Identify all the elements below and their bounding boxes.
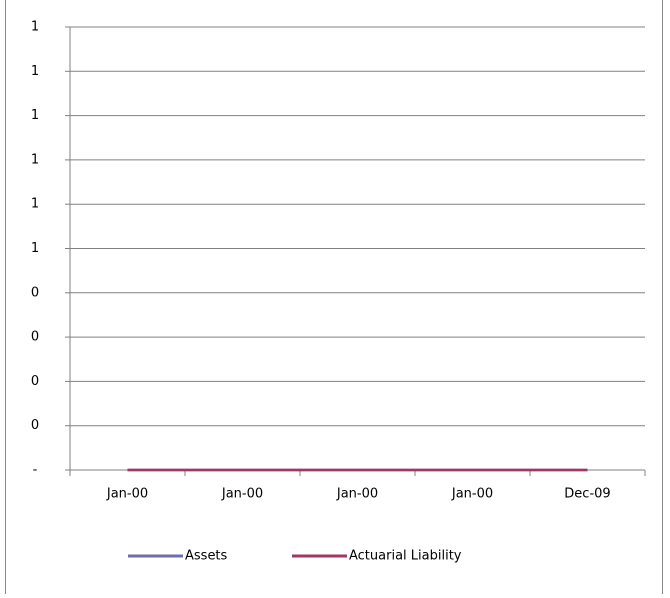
- y-tick-label: 1: [31, 20, 39, 35]
- y-tick-label: 1: [31, 197, 39, 212]
- y-tick-label: 0: [31, 330, 39, 345]
- y-tick-label: 1: [31, 108, 39, 123]
- y-tick-label: 0: [31, 374, 39, 389]
- x-tick-label: Jan-00: [451, 487, 493, 502]
- x-tick-label: Jan-00: [336, 487, 378, 502]
- x-tick-label: Jan-00: [106, 487, 148, 502]
- y-tick-label: 1: [31, 241, 39, 256]
- chart-border: [5, 0, 663, 598]
- y-tick-label: 1: [31, 152, 39, 167]
- y-tick-label: 0: [31, 285, 39, 300]
- y-tick-label: -: [33, 463, 38, 478]
- legend-label: Actuarial Liability: [349, 549, 462, 564]
- legend-label: Assets: [185, 549, 228, 564]
- x-tick-label: Dec-09: [564, 487, 610, 502]
- x-tick-label: Jan-00: [221, 487, 263, 502]
- y-tick-label: 1: [31, 64, 39, 79]
- y-tick-label: 0: [31, 418, 39, 433]
